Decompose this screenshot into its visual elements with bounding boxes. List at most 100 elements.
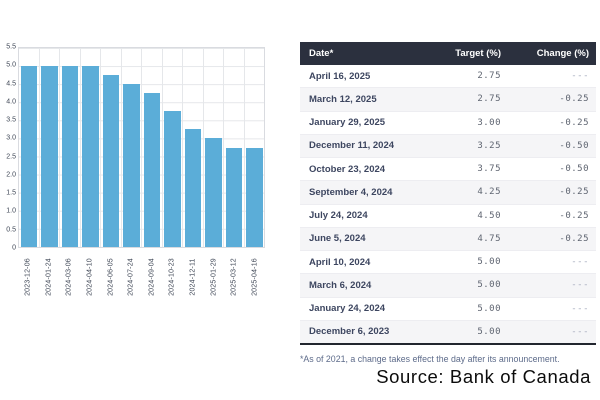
table-row: April 16, 2025 2.75 --- xyxy=(300,65,596,88)
rate-bar-chart: 0 0.5 1.0 1.5 2.0 2.5 3.0 3.5 4.0 4.5 5.0 5.5 2023-… xyxy=(3,43,265,306)
cell-change: --- xyxy=(571,303,589,314)
cell-date: January 24, 2024 xyxy=(309,303,386,315)
x-axis-spacer xyxy=(3,248,18,306)
cell-change: --- xyxy=(571,326,589,337)
cell-change: -0.25 xyxy=(559,187,589,198)
cell-date: January 29, 2025 xyxy=(309,117,386,129)
bar xyxy=(82,66,99,247)
x-tick-label: 2025-01-29 xyxy=(210,258,218,296)
cell-change: -0.25 xyxy=(559,210,589,221)
cell-change: -0.25 xyxy=(559,117,589,128)
cell-target: 2.75 xyxy=(477,94,501,105)
cell-change: -0.50 xyxy=(559,164,589,175)
chart-column xyxy=(60,48,81,247)
cell-date: October 23, 2024 xyxy=(309,163,386,175)
bar xyxy=(20,66,37,247)
bar xyxy=(205,138,222,247)
bar xyxy=(164,111,181,247)
bar xyxy=(61,66,78,247)
cell-change: -0.50 xyxy=(559,140,589,151)
bar xyxy=(225,147,242,247)
table-row: June 5, 2024 4.75 -0.25 xyxy=(300,226,596,250)
x-tick-label: 2024-06-05 xyxy=(107,258,115,296)
x-tick-label: 2024-01-24 xyxy=(45,258,53,296)
cell-target: 3.00 xyxy=(477,117,501,128)
y-tick-label: 3.0 xyxy=(6,134,16,142)
cell-date: June 5, 2024 xyxy=(309,233,366,245)
cell-target: 5.00 xyxy=(477,326,501,337)
chart-column xyxy=(163,48,183,247)
cell-target: 4.25 xyxy=(477,187,501,198)
cell-date: July 24, 2024 xyxy=(309,210,368,222)
y-tick-label: 5.0 xyxy=(6,61,16,69)
chart-grid: 0 0.5 1.0 1.5 2.0 2.5 3.0 3.5 4.0 4.5 5.0 5.5 xyxy=(3,43,265,252)
table-row: April 10, 2024 5.00 --- xyxy=(300,250,596,274)
table-row: December 6, 2023 5.00 --- xyxy=(300,319,596,343)
table-row: July 24, 2024 4.50 -0.25 xyxy=(300,203,596,227)
bar xyxy=(41,66,58,247)
cell-date: December 6, 2023 xyxy=(309,326,390,338)
cell-target: 4.75 xyxy=(477,233,501,244)
y-tick-label: 1.0 xyxy=(6,207,16,215)
x-tick-label: 2023-12-06 xyxy=(24,258,32,296)
x-tick-label: 2024-07-24 xyxy=(127,258,135,296)
x-tick-label: 2025-04-16 xyxy=(251,258,259,296)
chart-column xyxy=(40,48,60,247)
cell-target: 3.75 xyxy=(477,164,501,175)
x-tick-label: 2024-03-06 xyxy=(65,258,73,296)
table-row: January 29, 2025 3.00 -0.25 xyxy=(300,110,596,134)
cell-date: March 6, 2024 xyxy=(309,279,372,291)
col-header-target: Target (%) xyxy=(455,48,501,59)
table-row: September 4, 2024 4.25 -0.25 xyxy=(300,180,596,204)
cell-date: September 4, 2024 xyxy=(309,186,393,198)
cell-target: 5.00 xyxy=(477,280,501,291)
col-header-change: Change (%) xyxy=(536,48,589,59)
rate-announcements-table: Date* Target (%) Change (%) April 16, 20… xyxy=(300,42,596,364)
y-tick-label: 0.5 xyxy=(6,226,16,234)
y-tick-label: 2.5 xyxy=(6,153,16,161)
source-caption: Source: Bank of Canada xyxy=(376,366,591,387)
chart-column xyxy=(183,48,204,247)
cell-target: 5.00 xyxy=(477,257,501,268)
bar xyxy=(123,84,140,247)
chart-column xyxy=(204,48,224,247)
bar xyxy=(246,147,263,247)
y-tick-label: 4.5 xyxy=(6,80,16,88)
bar xyxy=(184,129,201,247)
x-tick-label: 2024-12-11 xyxy=(189,258,197,296)
cell-target: 4.50 xyxy=(477,210,501,221)
cell-change: --- xyxy=(571,280,589,291)
table-row: January 24, 2024 5.00 --- xyxy=(300,296,596,320)
chart-x-axis: 2023-12-06 2024-01-24 2024-03-06 2024-04-10… xyxy=(3,248,265,306)
cell-target: 3.25 xyxy=(477,140,501,151)
x-tick-label: 2024-09-04 xyxy=(148,258,156,296)
chart-column xyxy=(245,48,265,247)
chart-column xyxy=(142,48,163,247)
chart-column xyxy=(101,48,122,247)
x-tick-label: 2024-10-23 xyxy=(168,258,176,296)
cell-target: 2.75 xyxy=(477,71,501,82)
chart-x-axis-labels: 2023-12-06 2024-01-24 2024-03-06 2024-04-10… xyxy=(18,248,265,306)
y-tick-label: 2.0 xyxy=(6,171,16,179)
bar xyxy=(102,75,119,247)
chart-column xyxy=(122,48,142,247)
y-tick-label: 5.5 xyxy=(6,43,16,51)
cell-target: 5.00 xyxy=(477,303,501,314)
cell-date: March 12, 2025 xyxy=(309,93,377,105)
chart-column xyxy=(224,48,245,247)
chart-column xyxy=(19,48,40,247)
table-body: April 16, 2025 2.75 --- March 12, 2025 2.75 -… xyxy=(300,65,596,345)
cell-change: --- xyxy=(571,257,589,268)
x-tick-label: 2024-04-10 xyxy=(86,258,94,296)
chart-plot-area xyxy=(18,47,265,248)
table-row: December 11, 2024 3.25 -0.50 xyxy=(300,133,596,157)
y-tick-label: 3.5 xyxy=(6,116,16,124)
table-row: October 23, 2024 3.75 -0.50 xyxy=(300,157,596,181)
y-tick-label: 4.0 xyxy=(6,98,16,106)
table-row: March 6, 2024 5.00 --- xyxy=(300,273,596,297)
bar xyxy=(143,93,160,247)
cell-change: -0.25 xyxy=(559,94,589,105)
chart-column xyxy=(81,48,101,247)
table-footnote: *As of 2021, a change takes effect the d… xyxy=(300,354,560,364)
